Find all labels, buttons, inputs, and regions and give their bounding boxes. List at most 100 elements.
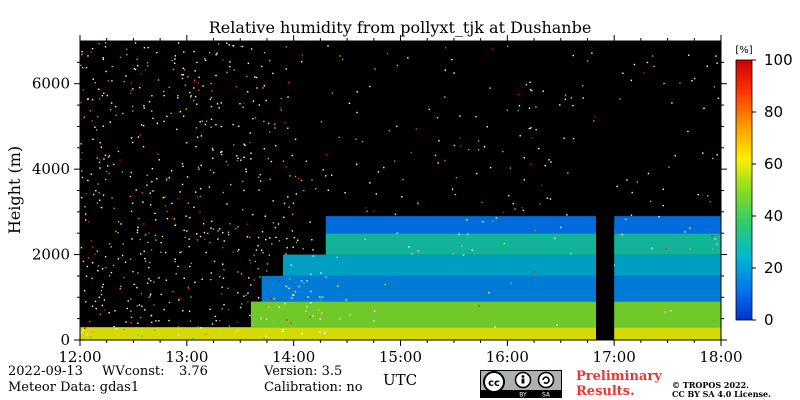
rh-speckle bbox=[221, 246, 224, 249]
rh-speckle bbox=[703, 107, 705, 109]
rh-speckle bbox=[97, 269, 99, 272]
rh-speckle bbox=[179, 191, 181, 193]
rh-speckle bbox=[174, 260, 176, 263]
rh-speckle bbox=[87, 55, 89, 57]
rh-speckle bbox=[99, 313, 102, 316]
rh-speckle bbox=[341, 58, 344, 61]
rh-speckle bbox=[306, 305, 308, 308]
rh-speckle bbox=[288, 206, 290, 208]
rh-speckle bbox=[241, 180, 244, 182]
rh-speckle bbox=[133, 283, 135, 286]
rh-speckle bbox=[364, 238, 367, 241]
rh-speckle bbox=[139, 134, 141, 136]
rh-speckle bbox=[356, 111, 358, 114]
rh-speckle bbox=[181, 163, 184, 165]
rh-speckle bbox=[127, 300, 129, 302]
rh-speckle bbox=[87, 257, 90, 259]
rh-speckle bbox=[263, 120, 265, 123]
rh-speckle bbox=[168, 86, 170, 89]
preliminary-line1: Preliminary bbox=[576, 369, 662, 384]
rh-speckle bbox=[95, 307, 97, 310]
rh-speckle bbox=[183, 69, 186, 71]
rh-speckle bbox=[200, 164, 202, 167]
rh-speckle bbox=[184, 236, 187, 239]
rh-speckle bbox=[383, 166, 385, 169]
rh-speckle bbox=[98, 161, 101, 164]
rh-speckle bbox=[91, 305, 94, 307]
rh-speckle bbox=[529, 81, 531, 84]
rh-speckle bbox=[222, 59, 224, 61]
rh-speckle bbox=[320, 312, 323, 315]
rh-speckle bbox=[226, 42, 228, 44]
rh-speckle bbox=[107, 80, 110, 82]
rh-speckle bbox=[134, 68, 137, 71]
rh-speckle bbox=[653, 65, 655, 68]
rh-speckle bbox=[348, 102, 351, 105]
rh-speckle bbox=[495, 217, 498, 219]
rh-speckle bbox=[631, 191, 633, 194]
rh-speckle bbox=[190, 94, 192, 97]
rh-speckle bbox=[312, 255, 315, 257]
rh-speckle bbox=[183, 277, 185, 279]
rh-speckle bbox=[119, 56, 122, 58]
rh-speckle bbox=[104, 256, 107, 258]
rh-speckle bbox=[102, 58, 105, 61]
rh-speckle bbox=[269, 131, 271, 133]
rh-speckle bbox=[233, 327, 235, 329]
rh-speckle bbox=[248, 277, 250, 279]
rh-speckle bbox=[373, 310, 376, 312]
rh-speckle bbox=[130, 258, 132, 260]
rh-speckle bbox=[185, 215, 187, 217]
rh-speckle bbox=[258, 176, 260, 178]
rh-speckle bbox=[483, 146, 486, 148]
rh-speckle bbox=[85, 213, 87, 215]
rh-speckle bbox=[81, 53, 84, 55]
colorbar-tick-label: 80 bbox=[764, 103, 783, 121]
rh-speckle bbox=[143, 223, 145, 225]
rh-speckle bbox=[567, 172, 569, 174]
rh-speckle bbox=[90, 51, 92, 53]
rh-speckle bbox=[100, 146, 103, 148]
rh-speckle bbox=[120, 223, 122, 225]
rh-speckle bbox=[99, 199, 101, 201]
rh-speckle bbox=[243, 295, 245, 297]
rh-speckle bbox=[528, 127, 530, 130]
rh-speckle bbox=[194, 70, 196, 72]
rh-speckle bbox=[319, 296, 321, 298]
x-tick-label: 12:00 bbox=[58, 348, 101, 366]
rh-speckle bbox=[243, 143, 245, 145]
rh-speckle bbox=[225, 160, 228, 163]
rh-speckle bbox=[91, 262, 94, 264]
rh-speckle bbox=[94, 126, 96, 128]
rh-speckle bbox=[146, 184, 148, 186]
rh-speckle bbox=[144, 234, 146, 237]
rh-speckle bbox=[208, 51, 211, 54]
footer-wvconst-value: 3.76 bbox=[179, 364, 208, 379]
rh-speckle bbox=[157, 153, 159, 155]
rh-speckle bbox=[613, 264, 616, 266]
rh-speckle bbox=[182, 310, 184, 312]
rh-speckle bbox=[124, 261, 127, 263]
rh-speckle bbox=[438, 140, 440, 142]
rh-speckle bbox=[168, 301, 171, 304]
rh-speckle bbox=[245, 168, 247, 170]
rh-speckle bbox=[300, 179, 303, 182]
rh-speckle bbox=[187, 76, 189, 78]
rh-speckle bbox=[187, 202, 190, 204]
rh-speckle bbox=[646, 61, 649, 64]
rh-speckle bbox=[517, 109, 519, 112]
rh-speckle bbox=[476, 172, 478, 175]
rh-speckle bbox=[434, 154, 437, 157]
rh-speckle bbox=[217, 43, 220, 45]
rh-speckle bbox=[265, 99, 267, 102]
rh-speckle bbox=[205, 333, 207, 335]
rh-speckle bbox=[147, 46, 149, 49]
rh-speckle bbox=[93, 193, 95, 196]
rh-speckle bbox=[282, 315, 284, 318]
rh-speckle bbox=[172, 68, 175, 71]
rh-speckle bbox=[282, 328, 284, 331]
rh-speckle bbox=[235, 330, 238, 333]
rh-speckle bbox=[138, 86, 141, 89]
rh-speckle bbox=[257, 245, 259, 247]
rh-speckle bbox=[173, 218, 176, 220]
